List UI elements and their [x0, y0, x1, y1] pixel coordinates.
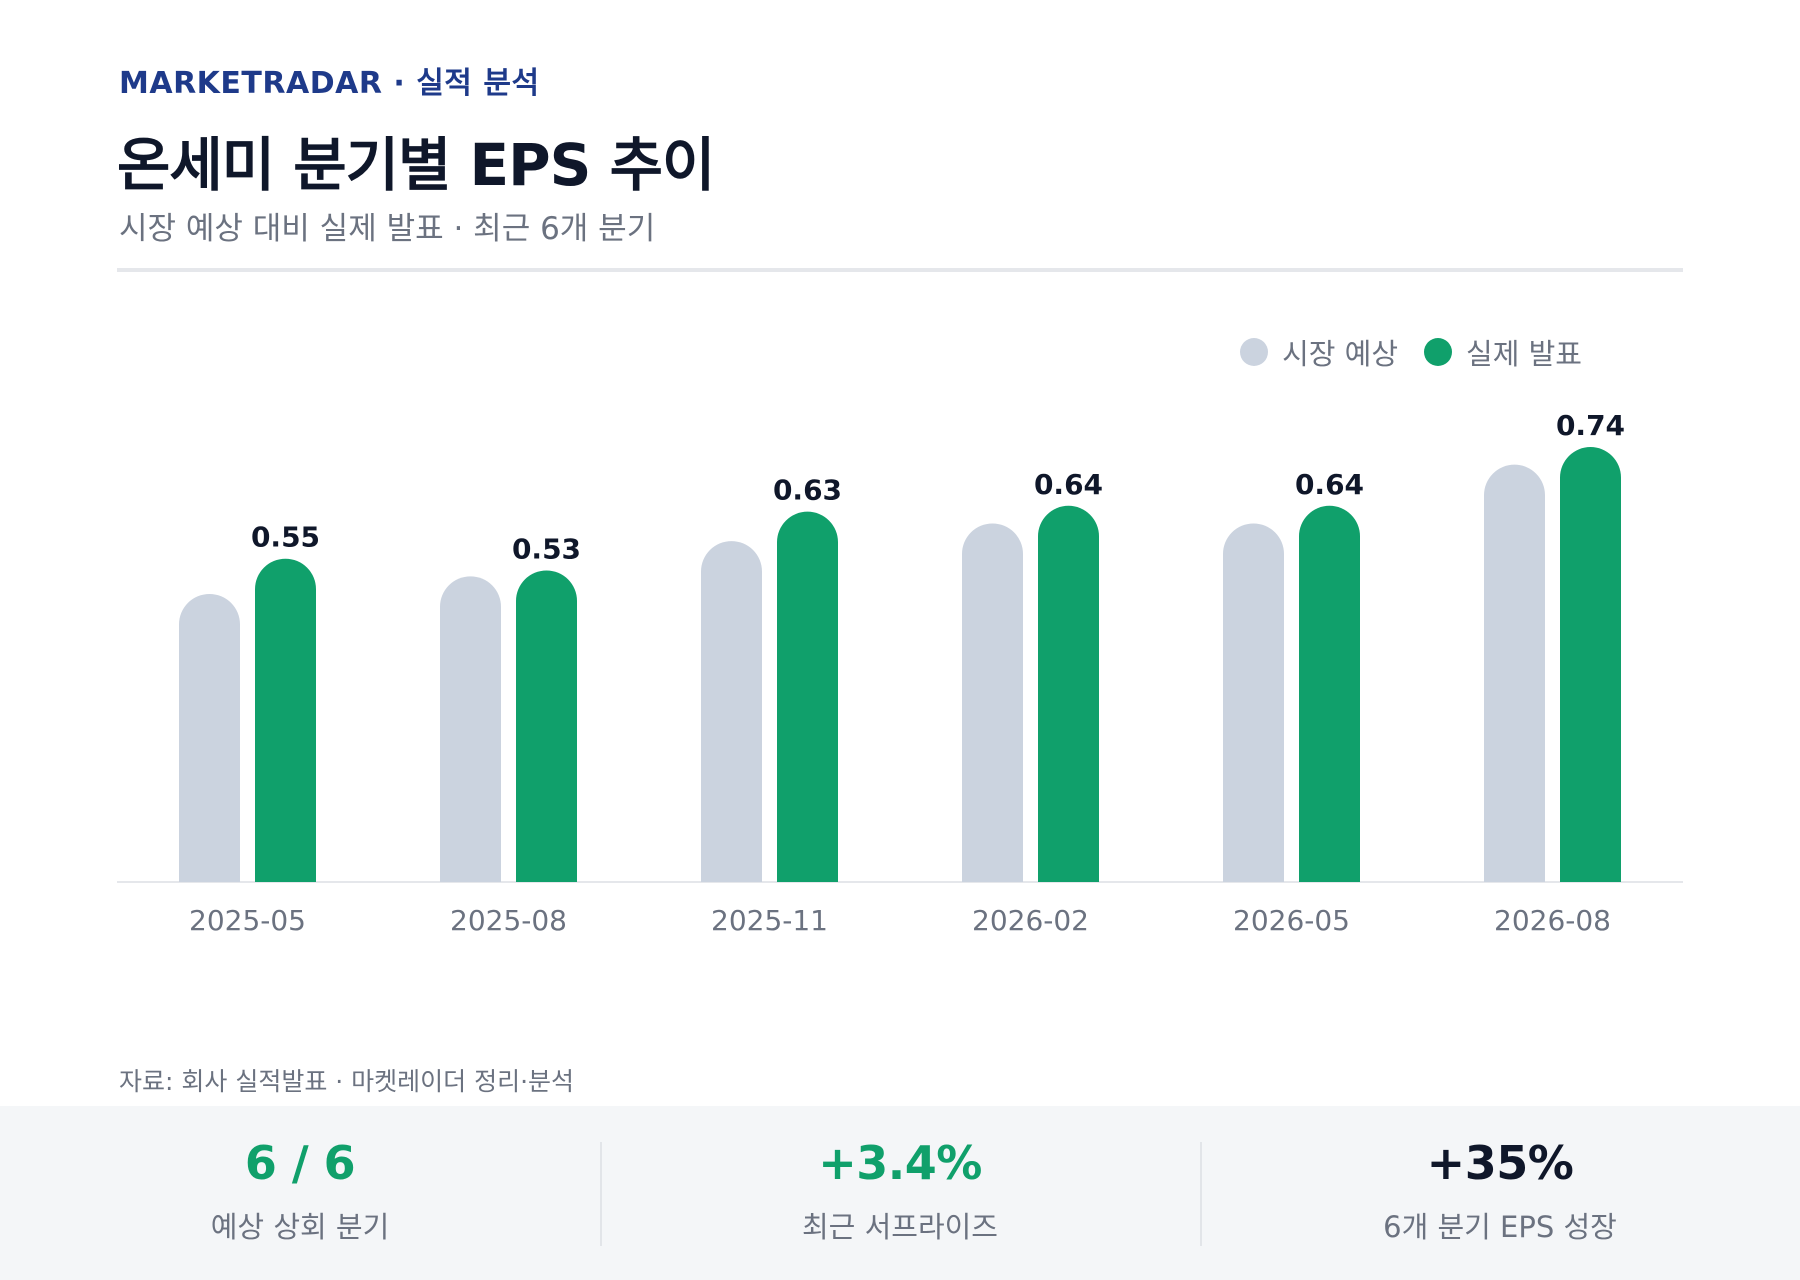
- eyebrow-label: MARKETRADAR · 실적 분석: [119, 66, 540, 101]
- legend-label-estimate: 시장 예상: [1282, 337, 1399, 371]
- data-label-actual: 0.55: [251, 521, 320, 554]
- stat-latest-surprise: +3.4% 최근 서프라이즈: [600, 1106, 1200, 1280]
- bar-actual: [1560, 447, 1621, 882]
- bar-estimate: [1484, 464, 1545, 882]
- stat-label: 6개 분기 EPS 성장: [1383, 1210, 1617, 1244]
- stat-value: 6 / 6: [244, 1136, 356, 1190]
- legend-item-actual: 실제 발표: [1424, 331, 1582, 373]
- legend-item-estimate: 시장 예상: [1240, 331, 1398, 373]
- stat-label: 예상 상회 분기: [210, 1210, 390, 1244]
- bar-actual: [1038, 505, 1099, 882]
- x-tick-label: 2026-05: [1233, 904, 1350, 937]
- data-label-actual: 0.74: [1556, 409, 1625, 442]
- stat-label: 최근 서프라이즈: [802, 1210, 998, 1244]
- page-subtitle: 시장 예상 대비 실제 발표 · 최근 6개 분기: [119, 211, 656, 247]
- bar-actual: [777, 511, 838, 882]
- stat-value: +35%: [1426, 1136, 1574, 1190]
- data-label-actual: 0.64: [1295, 468, 1364, 501]
- data-label-actual: 0.64: [1034, 468, 1103, 501]
- bar-estimate: [440, 576, 501, 882]
- legend-swatch-actual: [1424, 338, 1453, 366]
- data-label-actual: 0.53: [512, 532, 581, 565]
- x-tick-label: 2026-02: [972, 904, 1089, 937]
- source-note: 자료: 회사 실적발표 · 마켓레이더 정리·분석: [119, 1067, 575, 1096]
- chart-legend: 시장 예상 실제 발표: [1240, 331, 1582, 373]
- summary-stats: 6 / 6 예상 상회 분기 +3.4% 최근 서프라이즈 +35% 6개 분기…: [0, 1106, 1800, 1280]
- x-tick-label: 2025-11: [711, 904, 828, 937]
- legend-label-actual: 실제 발표: [1466, 337, 1582, 371]
- bar-estimate: [962, 523, 1023, 882]
- stat-beat-quarters: 6 / 6 예상 상회 분기: [0, 1106, 600, 1280]
- stat-value: +3.4%: [818, 1136, 982, 1190]
- bar-estimate: [701, 541, 762, 882]
- stat-eps-growth: +35% 6개 분기 EPS 성장: [1200, 1106, 1800, 1280]
- data-label-actual: 0.63: [773, 474, 842, 507]
- eps-bar-chart: 0.55 2025-05 0.53 2025-08 0.63 2025-11 0.64 202…: [117, 409, 1683, 937]
- page-title: 온세미 분기별 EPS 추이: [117, 131, 715, 199]
- bar-actual: [1299, 505, 1360, 882]
- x-tick-label: 2026-08: [1494, 904, 1611, 937]
- bar-estimate: [179, 593, 240, 882]
- legend-swatch-estimate: [1240, 338, 1269, 366]
- bar-actual: [255, 558, 316, 882]
- bar-actual: [516, 570, 577, 882]
- header-divider: [117, 268, 1683, 272]
- bar-estimate: [1223, 523, 1284, 882]
- x-tick-label: 2025-08: [450, 904, 567, 937]
- x-tick-label: 2025-05: [189, 904, 306, 937]
